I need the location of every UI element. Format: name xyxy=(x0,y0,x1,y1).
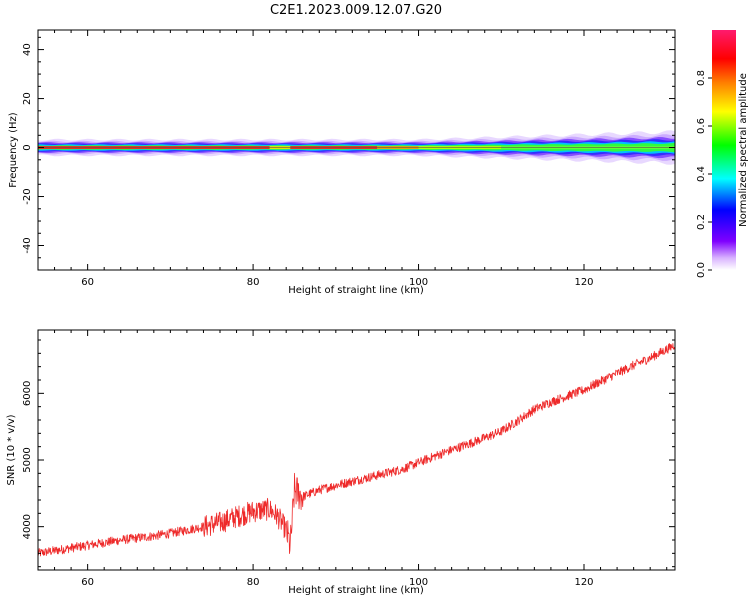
colorbar-tick-label: 0.2 xyxy=(696,214,707,230)
snr-series-line xyxy=(38,342,675,557)
spectrogram-ytick-label: 0 xyxy=(22,144,33,150)
colorbar-tick-label: 0.8 xyxy=(696,70,707,86)
colorbar-tick-label: 0.4 xyxy=(696,166,707,182)
snr-ylabel: SNR (10 * v/v) xyxy=(6,414,17,485)
snr-ytick-label: 4000 xyxy=(22,514,33,539)
snr-ytick-label: 6000 xyxy=(22,381,33,406)
snr-frame xyxy=(37,329,676,571)
snr-ytick-label: 5000 xyxy=(22,447,33,472)
spectrogram-xtick-label: 60 xyxy=(81,277,94,288)
snr-xlabel: Height of straight line (km) xyxy=(288,585,424,596)
spectrogram-ytick-label: -40 xyxy=(22,237,33,253)
spectrogram-ytick-label: 20 xyxy=(22,92,33,105)
spectrogram-ylabel: Frequency (Hz) xyxy=(8,112,19,188)
spectrogram-ticks: 60 80 100 120 -40 -20 0 20 40 xyxy=(22,30,675,288)
snr-ticks: 60 80 100 120 4000 5000 6000 xyxy=(22,330,675,588)
figure-title: C2E1.2023.009.12.07.G20 xyxy=(270,3,442,18)
snr-xtick-label: 80 xyxy=(247,577,260,588)
spectrogram-ytick-label: -20 xyxy=(22,188,33,204)
spectrogram-xtick-label: 80 xyxy=(247,277,260,288)
colorbar-gradient xyxy=(712,30,736,270)
snr-xtick-label: 120 xyxy=(574,577,593,588)
colorbar-tick-label: 0.6 xyxy=(696,118,707,134)
spectrogram-ytick-label: 40 xyxy=(22,43,33,56)
spectrogram-panel: 60 80 100 120 -40 -20 0 20 40 Height of straight… xyxy=(8,29,676,296)
spectrogram-band xyxy=(38,130,675,165)
colorbar-ticks: 0.0 0.2 0.4 0.6 0.8 xyxy=(696,70,712,278)
snr-xtick-label: 100 xyxy=(409,577,428,588)
colorbar-tick-label: 0.0 xyxy=(696,262,707,278)
colorbar-label: Normalized spectral amplitude xyxy=(738,73,749,227)
spectrogram-xtick-label: 120 xyxy=(574,277,593,288)
colorbar: 0.0 0.2 0.4 0.6 0.8 Normalized spectral ampl… xyxy=(696,30,749,278)
snr-panel: 60 80 100 120 4000 5000 6000 Height of straigh… xyxy=(6,329,676,596)
spectrogram-xtick-label: 100 xyxy=(409,277,428,288)
spectrogram-xlabel: Height of straight line (km) xyxy=(288,285,424,296)
snr-xtick-label: 60 xyxy=(81,577,94,588)
spectrogram-frame xyxy=(37,29,676,271)
